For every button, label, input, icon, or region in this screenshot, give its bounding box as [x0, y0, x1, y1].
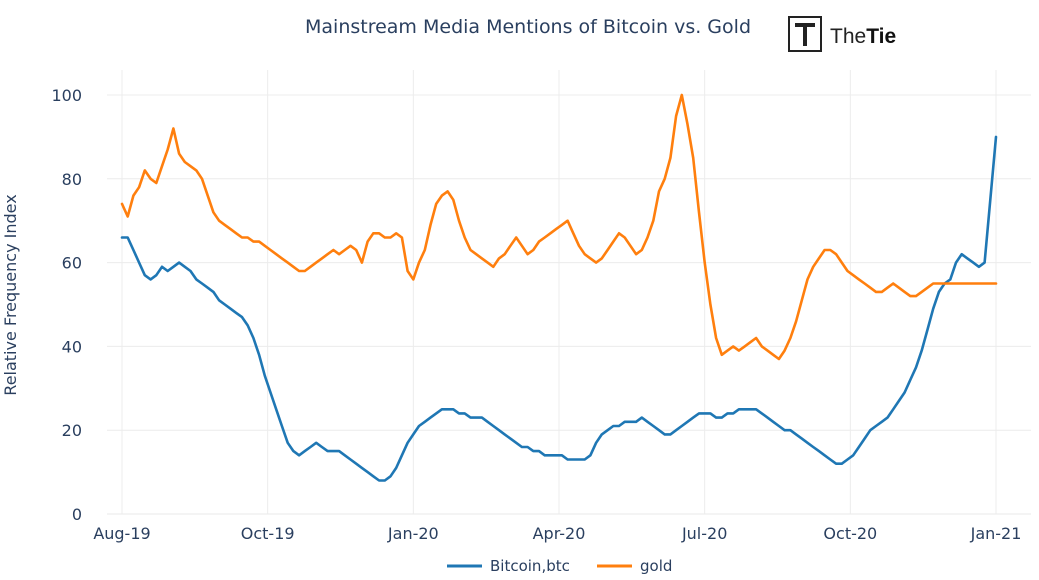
logo-text: TheTie: [830, 25, 896, 48]
chart-title: Mainstream Media Mentions of Bitcoin vs.…: [305, 16, 751, 38]
x-tick-label: Jan-20: [387, 524, 439, 543]
logo-icon-stem: [803, 27, 807, 46]
series-line-gold: [120, 93, 998, 361]
y-tick-label: 100: [51, 86, 82, 105]
y-tick-label: 40: [62, 337, 82, 356]
x-tick-label: Apr-20: [533, 524, 586, 543]
y-axis-ticks: 0 20 40 60 80 100: [51, 86, 82, 524]
x-tick-label: Oct-20: [823, 524, 877, 543]
x-tick-label: Jul-20: [681, 524, 727, 543]
logo-icon-bar: [795, 23, 815, 27]
legend[interactable]: Bitcoin,btc gold: [447, 557, 672, 575]
x-tick-label: Aug-19: [93, 524, 150, 543]
series-line-bitcoin: [120, 135, 998, 482]
logo-icon-frame: [788, 16, 822, 52]
logo-text-tie: Tie: [866, 25, 896, 48]
legend-item-bitcoin[interactable]: Bitcoin,btc: [447, 557, 570, 575]
legend-label: gold: [640, 557, 672, 575]
legend-label: Bitcoin,btc: [490, 557, 570, 575]
x-axis-ticks: Aug-19 Oct-19 Jan-20 Apr-20 Jul-20 Oct-20 Jan-…: [93, 524, 1021, 543]
y-tick-label: 80: [62, 170, 82, 189]
y-tick-label: 60: [62, 254, 82, 273]
y-tick-label: 20: [62, 421, 82, 440]
thetie-logo: TheTie: [788, 16, 896, 52]
x-tick-label: Jan-21: [970, 524, 1022, 543]
y-tick-label: 0: [72, 505, 82, 524]
series-lines: [120, 93, 998, 482]
x-tick-label: Oct-19: [241, 524, 295, 543]
logo-text-the: The: [830, 25, 866, 48]
gridlines: [107, 70, 1031, 515]
y-axis-title: Relative Frequency Index: [1, 194, 20, 395]
legend-item-gold[interactable]: gold: [597, 557, 672, 575]
